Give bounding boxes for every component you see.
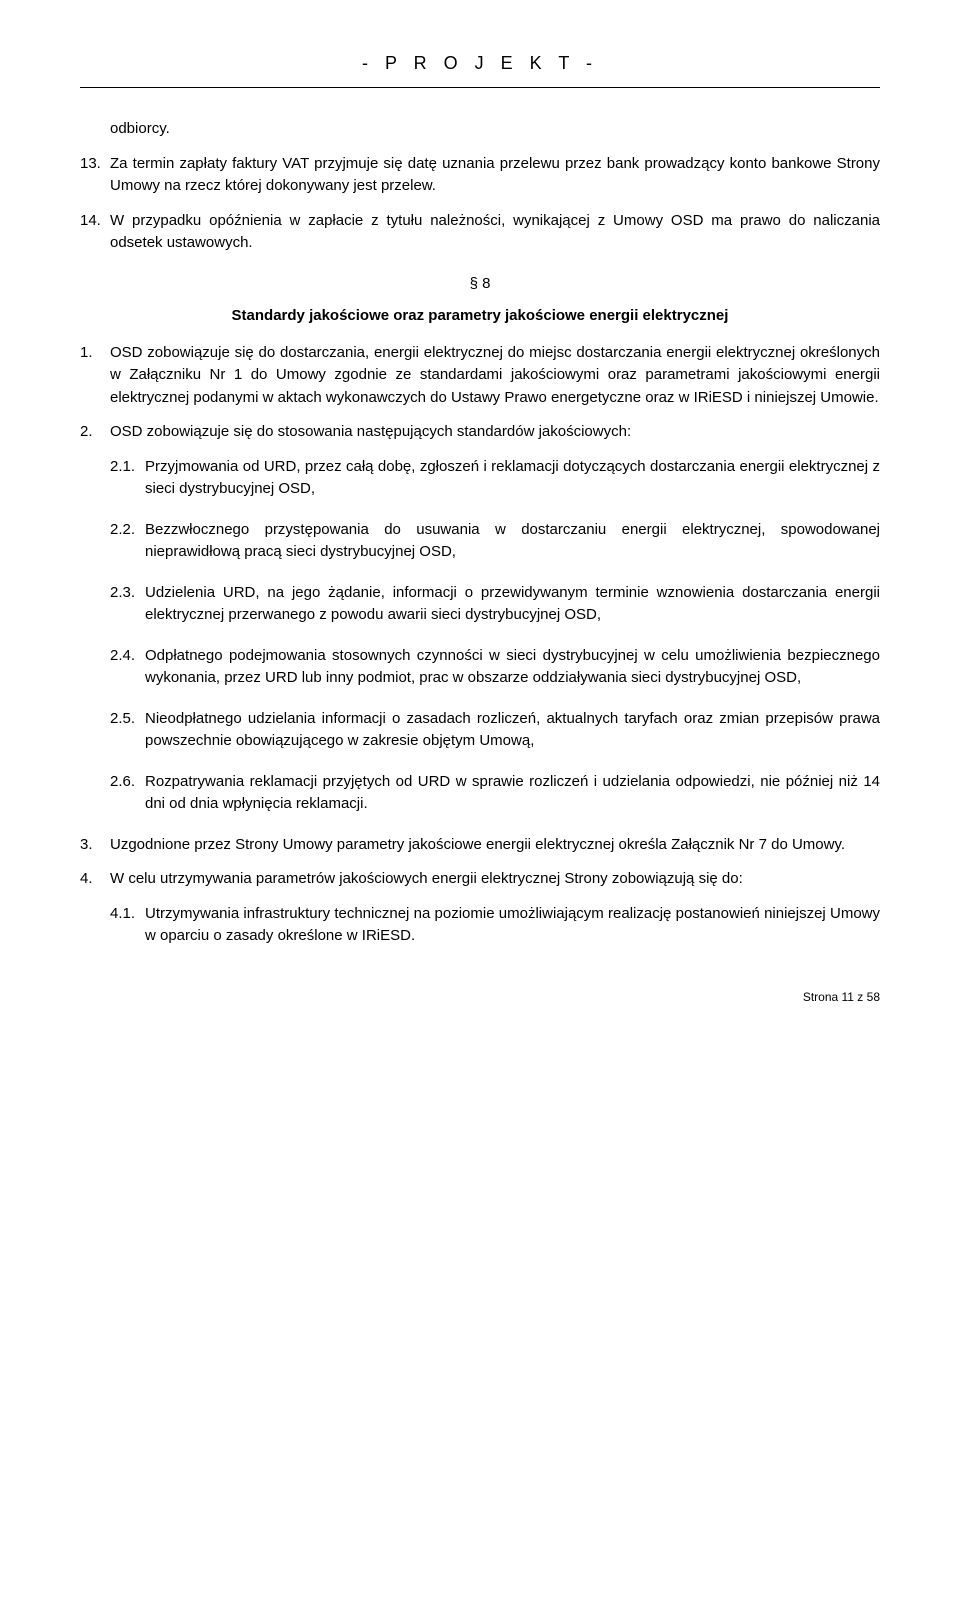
list-item-4: 4. W celu utrzymywania parametrów jakośc… xyxy=(80,868,880,891)
sub-text: Odpłatnego podejmowania stosownych czynn… xyxy=(145,645,880,690)
item-number: 13. xyxy=(80,153,110,198)
sub-text: Udzielenia URD, na jego żądanie, informa… xyxy=(145,582,880,627)
sub-number: 2.5. xyxy=(110,708,145,753)
list-item-13: 13. Za termin zapłaty faktury VAT przyjm… xyxy=(80,153,880,198)
item-number: 2. xyxy=(80,421,110,444)
sub-item-2-1: 2.1. Przyjmowania od URD, przez całą dob… xyxy=(110,456,880,501)
sub-text: Rozpatrywania reklamacji przyjętych od U… xyxy=(145,771,880,816)
item-text: W celu utrzymywania parametrów jakościow… xyxy=(110,868,880,891)
sub-text: Bezzwłocznego przystępowania do usuwania… xyxy=(145,519,880,564)
item-text: OSD zobowiązuje się do stosowania następ… xyxy=(110,421,880,444)
sub-number: 2.3. xyxy=(110,582,145,627)
sub-item-2-4: 2.4. Odpłatnego podejmowania stosownych … xyxy=(110,645,880,690)
sub-number: 4.1. xyxy=(110,903,145,948)
sub-item-2-2: 2.2. Bezzwłocznego przystępowania do usu… xyxy=(110,519,880,564)
sub-item-2-3: 2.3. Udzielenia URD, na jego żądanie, in… xyxy=(110,582,880,627)
section-marker: § 8 xyxy=(80,273,880,296)
item-text: Uzgodnione przez Strony Umowy parametry … xyxy=(110,834,880,857)
list-item-3: 3. Uzgodnione przez Strony Umowy paramet… xyxy=(80,834,880,857)
sub-item-2-5: 2.5. Nieodpłatnego udzielania informacji… xyxy=(110,708,880,753)
list-item-2: 2. OSD zobowiązuje się do stosowania nas… xyxy=(80,421,880,444)
sub-item-4-1: 4.1. Utrzymywania infrastruktury technic… xyxy=(110,903,880,948)
item-number: 14. xyxy=(80,210,110,255)
paragraph-odbiorca: odbiorcy. xyxy=(110,118,880,141)
section-title: Standardy jakościowe oraz parametry jako… xyxy=(80,305,880,328)
item-number: 3. xyxy=(80,834,110,857)
sub-number: 2.1. xyxy=(110,456,145,501)
sub-number: 2.6. xyxy=(110,771,145,816)
page-footer: Strona 11 z 58 xyxy=(80,988,880,1006)
item-number: 1. xyxy=(80,342,110,410)
sub-text: Utrzymywania infrastruktury technicznej … xyxy=(145,903,880,948)
sub-text: Nieodpłatnego udzielania informacji o za… xyxy=(145,708,880,753)
list-item-1: 1. OSD zobowiązuje się do dostarczania, … xyxy=(80,342,880,410)
item-number: 4. xyxy=(80,868,110,891)
sub-item-2-6: 2.6. Rozpatrywania reklamacji przyjętych… xyxy=(110,771,880,816)
header-title: - P R O J E K T - xyxy=(80,50,880,77)
sub-text: Przyjmowania od URD, przez całą dobę, zg… xyxy=(145,456,880,501)
list-item-14: 14. W przypadku opóźnienia w zapłacie z … xyxy=(80,210,880,255)
item-text: OSD zobowiązuje się do dostarczania, ene… xyxy=(110,342,880,410)
sub-number: 2.2. xyxy=(110,519,145,564)
sub-number: 2.4. xyxy=(110,645,145,690)
header-divider xyxy=(80,87,880,88)
item-text: W przypadku opóźnienia w zapłacie z tytu… xyxy=(110,210,880,255)
item-text: Za termin zapłaty faktury VAT przyjmuje … xyxy=(110,153,880,198)
